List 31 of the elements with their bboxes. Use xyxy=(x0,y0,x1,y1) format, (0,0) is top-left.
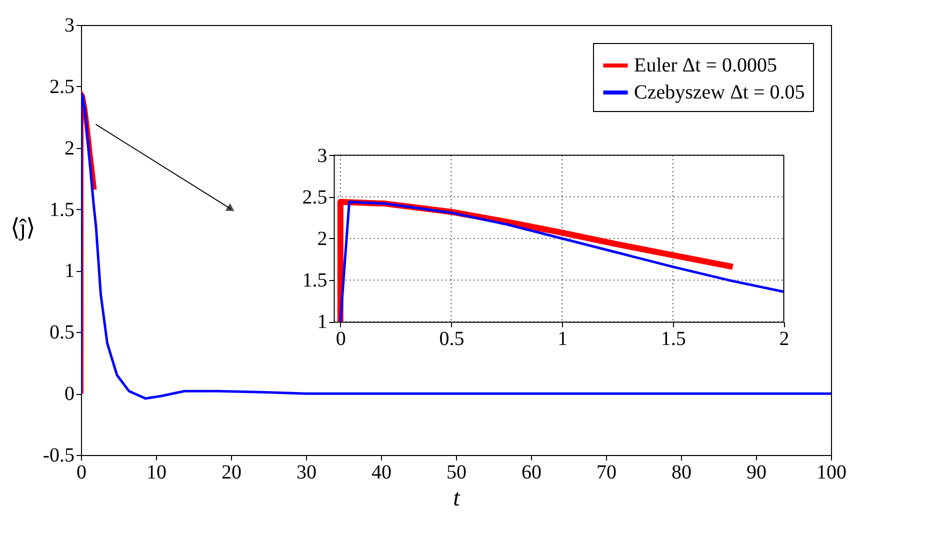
x-tick-label: 50 xyxy=(446,462,466,484)
y-tick-label: 3 xyxy=(64,14,74,36)
x-tick-label: 1.5 xyxy=(660,328,686,350)
x-tick-label: 1 xyxy=(558,328,568,350)
y-tick-label: -0.5 xyxy=(42,444,74,466)
y-tick-label: 2 xyxy=(64,137,74,160)
x-tick-label: 80 xyxy=(672,462,692,484)
x-tick-label: 70 xyxy=(596,462,616,484)
x-tick-label: 20 xyxy=(222,462,242,484)
x-tick-label: 10 xyxy=(146,462,166,484)
x-tick-label: 0 xyxy=(336,328,346,350)
y-tick-label: 2 xyxy=(317,228,328,250)
y-tick-label: 1 xyxy=(317,311,328,334)
legend-label: Euler Δt = 0.0005 xyxy=(634,54,778,76)
x-tick-label: 100 xyxy=(816,462,846,484)
y-tick-label: 1.5 xyxy=(50,198,74,221)
y-tick-label: 1 xyxy=(64,260,74,282)
x-tick-label: 2 xyxy=(779,328,790,350)
y-tick-label: 2.5 xyxy=(302,186,328,208)
y-axis-title: ⟨ĵ⟩ xyxy=(10,216,36,242)
y-tick-label: 2.5 xyxy=(50,76,74,98)
legend-label: Czebyszew Δt = 0.05 xyxy=(634,82,805,104)
y-tick-label: 0 xyxy=(64,383,74,406)
x-tick-label: 60 xyxy=(522,462,542,484)
x-tick-label: 90 xyxy=(746,462,766,484)
x-tick-label: 40 xyxy=(372,462,392,484)
y-tick-label: 3 xyxy=(317,144,328,167)
y-tick-label: 1.5 xyxy=(302,270,328,292)
x-axis-title: t xyxy=(453,486,462,512)
x-tick-label: 30 xyxy=(296,462,316,484)
x-tick-label: 0.5 xyxy=(439,328,464,350)
